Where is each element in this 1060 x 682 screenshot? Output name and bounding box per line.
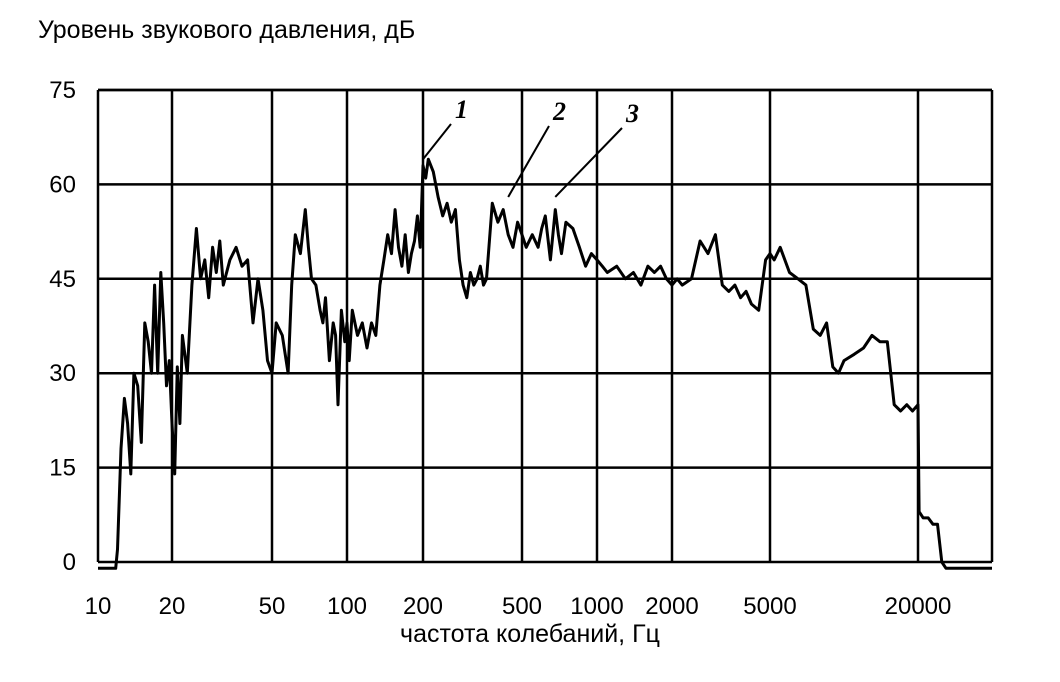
y-tick-label: 15 (49, 455, 76, 482)
y-tick-labels: 0 15 30 45 60 75 (49, 77, 76, 576)
y-tick-label: 75 (49, 77, 76, 104)
annotation-label: 3 (625, 99, 639, 128)
annotation-leader (554, 127, 623, 198)
x-tick-labels: 10 20 50 100 200 500 1000 2000 5000 20000 (85, 593, 952, 620)
x-axis-label: частота колебаний, Гц (400, 620, 660, 648)
annotations: 1 2 3 (422, 95, 639, 198)
x-tick-label: 50 (259, 593, 286, 620)
series-line (98, 157, 992, 570)
y-tick-label: 60 (49, 171, 76, 198)
y-tick-label: 45 (49, 266, 76, 293)
y-tick-label: 0 (63, 549, 76, 576)
x-tick-label: 100 (327, 593, 367, 620)
y-axis-label: Уровень звукового давления, дБ (38, 16, 416, 44)
x-tick-label: 5000 (743, 593, 796, 620)
x-tick-label: 500 (502, 593, 542, 620)
x-tick-label: 200 (403, 593, 443, 620)
y-tick-label: 30 (49, 360, 76, 387)
x-tick-label: 10 (85, 593, 112, 620)
grid (96, 88, 994, 564)
x-tick-label: 20000 (885, 593, 952, 620)
annotation-label: 1 (455, 95, 468, 124)
x-tick-label: 1000 (570, 593, 623, 620)
x-tick-label: 2000 (645, 593, 698, 620)
annotation-label: 2 (552, 97, 566, 126)
annotation-leader (422, 123, 452, 160)
annotation-leader (507, 125, 550, 198)
x-tick-label: 20 (159, 593, 186, 620)
